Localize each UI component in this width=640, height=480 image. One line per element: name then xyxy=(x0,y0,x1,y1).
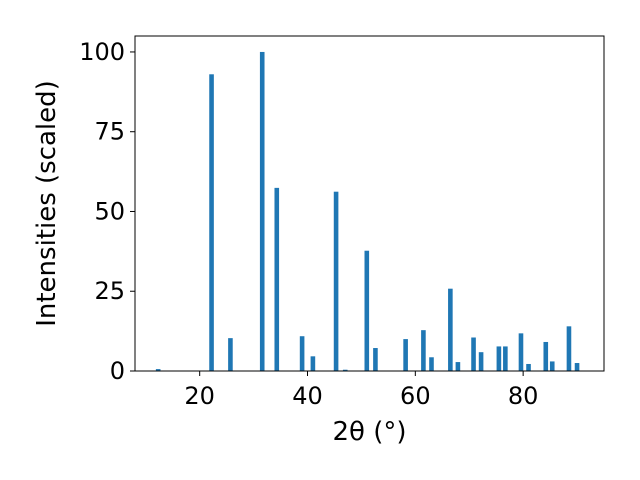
bar xyxy=(543,341,549,371)
bar xyxy=(526,363,531,371)
y-tick-label: 50 xyxy=(94,197,125,225)
bar xyxy=(566,326,572,371)
plot-frame xyxy=(134,35,605,372)
x-tick-label: 80 xyxy=(508,382,539,410)
bar xyxy=(342,369,348,371)
bars-group xyxy=(155,51,580,371)
y-ticks: 0 25 50 75 100 xyxy=(79,38,135,385)
bar xyxy=(429,357,434,371)
y-tick-label: 100 xyxy=(79,38,125,66)
x-tick-label: 20 xyxy=(184,382,215,410)
bar xyxy=(574,363,580,371)
x-tick-label: 60 xyxy=(400,382,431,410)
bar xyxy=(455,362,461,371)
bar xyxy=(421,330,426,371)
bar xyxy=(478,352,484,371)
bar xyxy=(310,356,316,371)
bar xyxy=(333,191,339,371)
bar xyxy=(299,336,305,371)
bar xyxy=(274,187,280,371)
bar xyxy=(373,348,378,371)
y-tick-label: 75 xyxy=(94,118,125,146)
bar xyxy=(155,369,161,371)
bar xyxy=(209,74,214,371)
bar xyxy=(259,51,265,371)
y-axis-title: Intensities (scaled) xyxy=(32,80,62,327)
x-tick-label: 40 xyxy=(292,382,323,410)
y-tick-label: 0 xyxy=(110,357,125,385)
x-axis-title: 2θ (°) xyxy=(332,417,406,447)
bar xyxy=(364,250,370,371)
bar xyxy=(549,361,555,371)
bar xyxy=(403,339,408,371)
x-ticks: 20 40 60 80 xyxy=(184,371,538,410)
bar xyxy=(471,337,476,371)
bar xyxy=(496,346,502,371)
bar xyxy=(503,346,508,371)
y-tick-label: 25 xyxy=(94,277,125,305)
bar xyxy=(518,333,524,371)
bar xyxy=(448,288,453,371)
bar xyxy=(228,338,233,371)
